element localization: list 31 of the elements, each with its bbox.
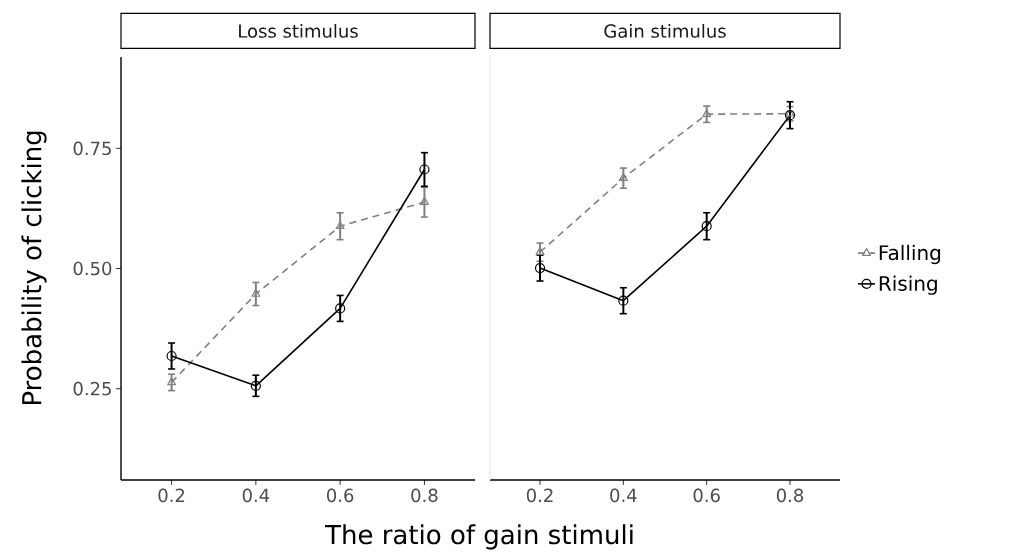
point [701,221,712,232]
point [784,110,796,121]
point [167,377,177,386]
point [335,303,346,314]
point [618,173,628,181]
y-tick-label: 0.75 [73,141,111,156]
x-tick-label: 0.4 [242,488,270,503]
y-tick-label: 0.50 [73,261,112,276]
legend-label: Falling [879,244,941,265]
point [251,288,261,297]
x-tick-label: 0.4 [610,488,637,503]
chart-title: Gain stimulus [604,23,726,38]
x-tick-label: 0.8 [776,488,804,503]
x-axis-title: The ratio of gain stimuli [325,524,633,550]
point [618,295,629,306]
y-axis-title: Probability of clicking [21,131,47,405]
point [419,197,429,206]
x-tick-label: 0.6 [327,488,354,503]
x-tick-label: 0.6 [693,488,720,503]
chart-title: Loss stimulus [239,23,358,38]
point [335,221,345,230]
x-tick-label: 0.2 [526,488,553,503]
legend-label: Rising [879,275,937,295]
x-tick-label: 0.2 [158,488,185,503]
point [419,164,430,175]
x-tick-label: 0.8 [411,488,438,503]
y-tick-label: 0.25 [73,381,111,396]
point [785,108,795,117]
point [702,109,712,118]
point [250,380,261,391]
point [166,350,177,362]
